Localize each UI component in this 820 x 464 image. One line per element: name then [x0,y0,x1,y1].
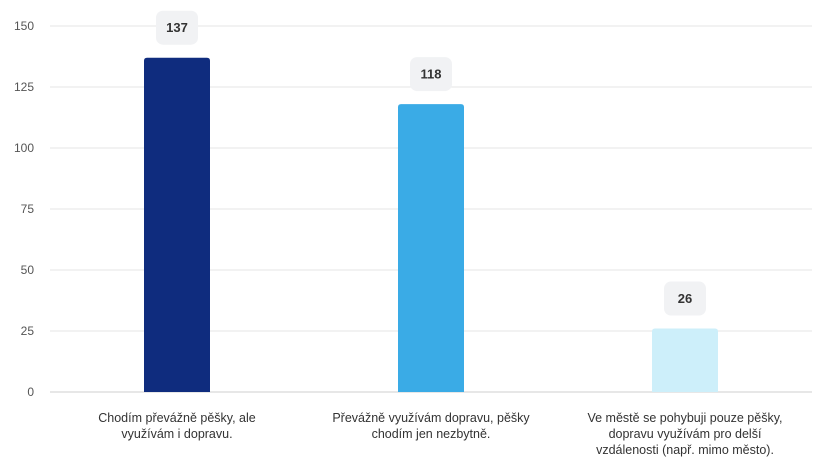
bar [144,57,210,392]
y-tick-label: 0 [27,385,34,399]
y-tick-label: 100 [14,141,34,155]
y-tick-label: 125 [14,80,34,94]
value-label-bubble [156,10,198,45]
x-axis: Chodím převážně pěšky, ale využívám i dop… [98,411,782,457]
y-axis: 0 25 50 75 100 125 150 [14,19,34,399]
y-tick-label: 150 [14,19,34,33]
value-label: 26 [678,291,692,306]
x-category-label-line: vzdálenosti (např. mimo město). [596,443,774,457]
bar [652,328,718,392]
value-labels: 137 118 26 [156,10,706,316]
bar [398,104,464,392]
x-category-label-line: využívám i dopravu. [121,427,232,441]
y-tick-label: 50 [21,263,35,277]
y-tick-label: 75 [21,202,35,216]
x-category-label-line: Chodím převážně pěšky, ale [98,411,256,425]
x-category-label: Ve městě se pohybuji pouze pěšky, dopravu… [587,411,782,457]
value-label-bubble [410,57,452,92]
value-label-bubble [664,281,706,316]
y-tick-label: 25 [21,324,35,338]
x-category-label: Převážně využívám dopravu, pěšky chodím j… [332,411,530,441]
value-label: 118 [421,67,442,82]
value-label: 137 [166,20,188,35]
x-category-label-line: Ve městě se pohybuji pouze pěšky, [587,411,782,425]
x-category-label-line: chodím jen nezbytně. [372,427,491,441]
x-category-label-line: Převážně využívám dopravu, pěšky [332,411,530,425]
x-category-label: Chodím převážně pěšky, ale využívám i dop… [98,411,256,441]
x-category-label-line: dopravu využívám pro delší [609,427,762,441]
bars [144,57,718,392]
